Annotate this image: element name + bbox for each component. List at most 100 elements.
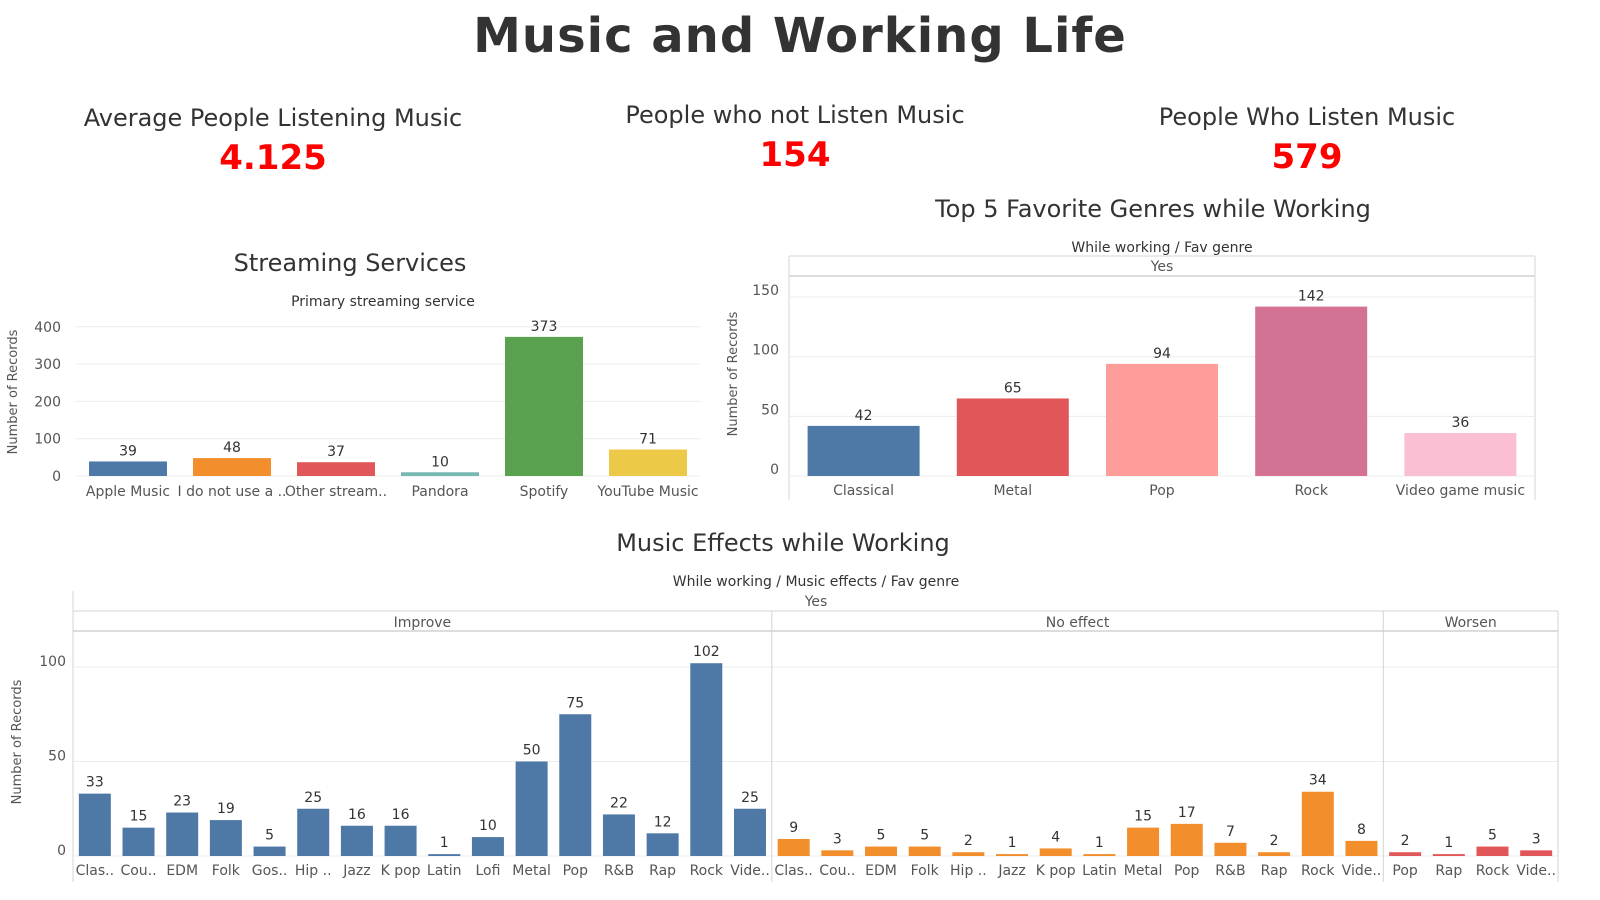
x-tick-label: Jazz (342, 863, 370, 879)
data-label: 2 (1401, 833, 1410, 849)
bar (1214, 842, 1247, 856)
x-tick-label: Rock (1476, 863, 1510, 879)
x-tick-label: Rock (1301, 863, 1335, 879)
bar (209, 820, 242, 856)
x-tick-label: Pop (563, 863, 589, 879)
x-tick-label: K pop (1036, 863, 1076, 879)
effects-y-tick: 100 (39, 654, 66, 670)
group-label: Yes (804, 594, 828, 610)
data-label: 75 (566, 695, 584, 711)
bar (1301, 791, 1334, 856)
x-tick-label: Latin (427, 863, 462, 879)
x-tick-label: Pop (1392, 863, 1418, 879)
genres-y-tick: 150 (752, 283, 779, 299)
data-label: 50 (523, 743, 541, 759)
data-label: 71 (639, 432, 657, 448)
x-tick-label: Vide.. (1342, 863, 1382, 879)
x-tick-label: Hip .. (950, 863, 987, 879)
data-label: 36 (1451, 415, 1469, 431)
bar (1039, 848, 1072, 856)
streaming-y-tick: 400 (34, 320, 61, 336)
bar (956, 398, 1069, 476)
kpi-label: People Who Listen Music (1158, 103, 1456, 131)
bar (602, 814, 635, 856)
bar (1432, 854, 1465, 856)
dashboard-title: Music and Working Life (473, 8, 1127, 64)
x-tick-label: Vide.. (1516, 863, 1556, 879)
bar (1389, 852, 1422, 856)
group-label: Yes (1150, 259, 1174, 275)
genres-chart-title: Top 5 Favorite Genres while Working (935, 195, 1371, 223)
bar (865, 846, 898, 856)
data-label: 3 (1532, 831, 1541, 847)
bar (1170, 823, 1203, 856)
x-tick-label: Rap (649, 863, 676, 879)
data-label: 142 (1298, 289, 1325, 305)
bar (690, 663, 723, 856)
data-label: 9 (789, 820, 798, 836)
bar (733, 808, 766, 856)
bar (1476, 846, 1509, 856)
data-label: 23 (173, 794, 191, 810)
chart-header: While working / Music effects / Fav genr… (673, 574, 959, 590)
streaming-y-tick: 100 (34, 432, 61, 448)
effects-y-tick: 50 (48, 749, 66, 765)
x-tick-label: Clas.. (774, 863, 812, 879)
x-tick-label: Video game music (1396, 483, 1525, 499)
x-tick-label: Classical (833, 483, 894, 499)
x-tick-label: Rock (690, 863, 724, 879)
bar (384, 825, 417, 856)
x-tick-label: Cou.. (819, 863, 855, 879)
x-tick-label: K pop (381, 863, 421, 879)
panel-label: No effect (1046, 615, 1110, 631)
bar (646, 833, 679, 856)
data-label: 1 (1444, 835, 1453, 851)
bar (952, 852, 985, 856)
data-label: 1 (440, 835, 449, 851)
data-label: 12 (654, 814, 672, 830)
kpi-value: 154 (759, 135, 831, 175)
bar (559, 714, 592, 856)
data-label: 25 (741, 790, 759, 806)
x-tick-label: Pandora (411, 484, 468, 500)
data-label: 17 (1178, 805, 1196, 821)
x-tick-label: Hip .. (295, 863, 332, 879)
x-tick-label: Rap (1261, 863, 1288, 879)
y-axis-label: Number of Records (10, 679, 25, 804)
x-tick-label: Vide.. (730, 863, 770, 879)
x-tick-label: Lofi (475, 863, 500, 879)
streaming-y-tick: 0 (52, 469, 61, 485)
x-tick-label: R&B (1215, 863, 1245, 879)
bar (807, 425, 920, 476)
data-label: 5 (265, 828, 274, 844)
x-tick-label: Metal (1124, 863, 1163, 879)
x-tick-label: EDM (166, 863, 198, 879)
kpi-label: Average People Listening Music (83, 104, 463, 132)
data-label: 5 (920, 828, 929, 844)
bar (821, 850, 854, 856)
data-label: 5 (877, 828, 886, 844)
x-tick-label: Metal (512, 863, 551, 879)
bar (253, 846, 286, 856)
kpi-listening: People Who Listen Music 579 (1107, 103, 1507, 177)
effects-chart-title: Music Effects while Working (616, 529, 950, 557)
genres-y-tick: 50 (761, 402, 779, 418)
x-tick-label: EDM (865, 863, 897, 879)
x-tick-label: Metal (993, 483, 1032, 499)
data-label: 2 (1270, 833, 1279, 849)
bar (1345, 840, 1378, 856)
data-label: 39 (119, 443, 137, 459)
bar (78, 793, 111, 856)
bar (122, 827, 155, 856)
data-label: 25 (304, 790, 322, 806)
data-label: 1 (1095, 835, 1104, 851)
y-axis-label: Number of Records (726, 311, 741, 436)
bar (1520, 850, 1553, 856)
data-label: 2 (964, 833, 973, 849)
data-label: 34 (1309, 773, 1327, 789)
bar (777, 838, 810, 856)
data-label: 8 (1357, 822, 1366, 838)
data-label: 10 (479, 818, 497, 834)
bar (1404, 433, 1517, 476)
effects-y-tick: 0 (57, 843, 66, 859)
